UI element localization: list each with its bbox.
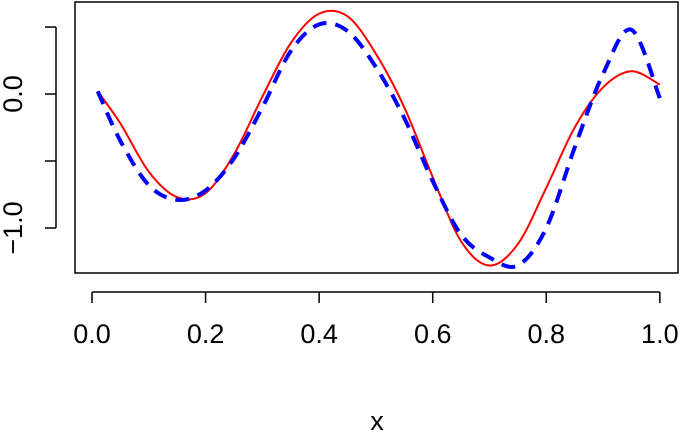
plot-frame	[74, 1, 679, 274]
line-series	[95, 21, 662, 270]
x-tick-label: 0.2	[187, 319, 225, 349]
y-tick-label: 0.0	[0, 75, 28, 113]
x-tick-label: 0.6	[414, 319, 452, 349]
x-tick-label: 0.4	[300, 319, 338, 349]
x-tick-label: 1.0	[641, 319, 679, 349]
x-axis-label: x	[370, 406, 384, 432]
x-tick-label: 0.0	[73, 319, 111, 349]
y-tick-label: −1.0	[0, 201, 28, 254]
line-series	[96, 9, 661, 267]
x-tick-label: 0.8	[527, 319, 565, 349]
